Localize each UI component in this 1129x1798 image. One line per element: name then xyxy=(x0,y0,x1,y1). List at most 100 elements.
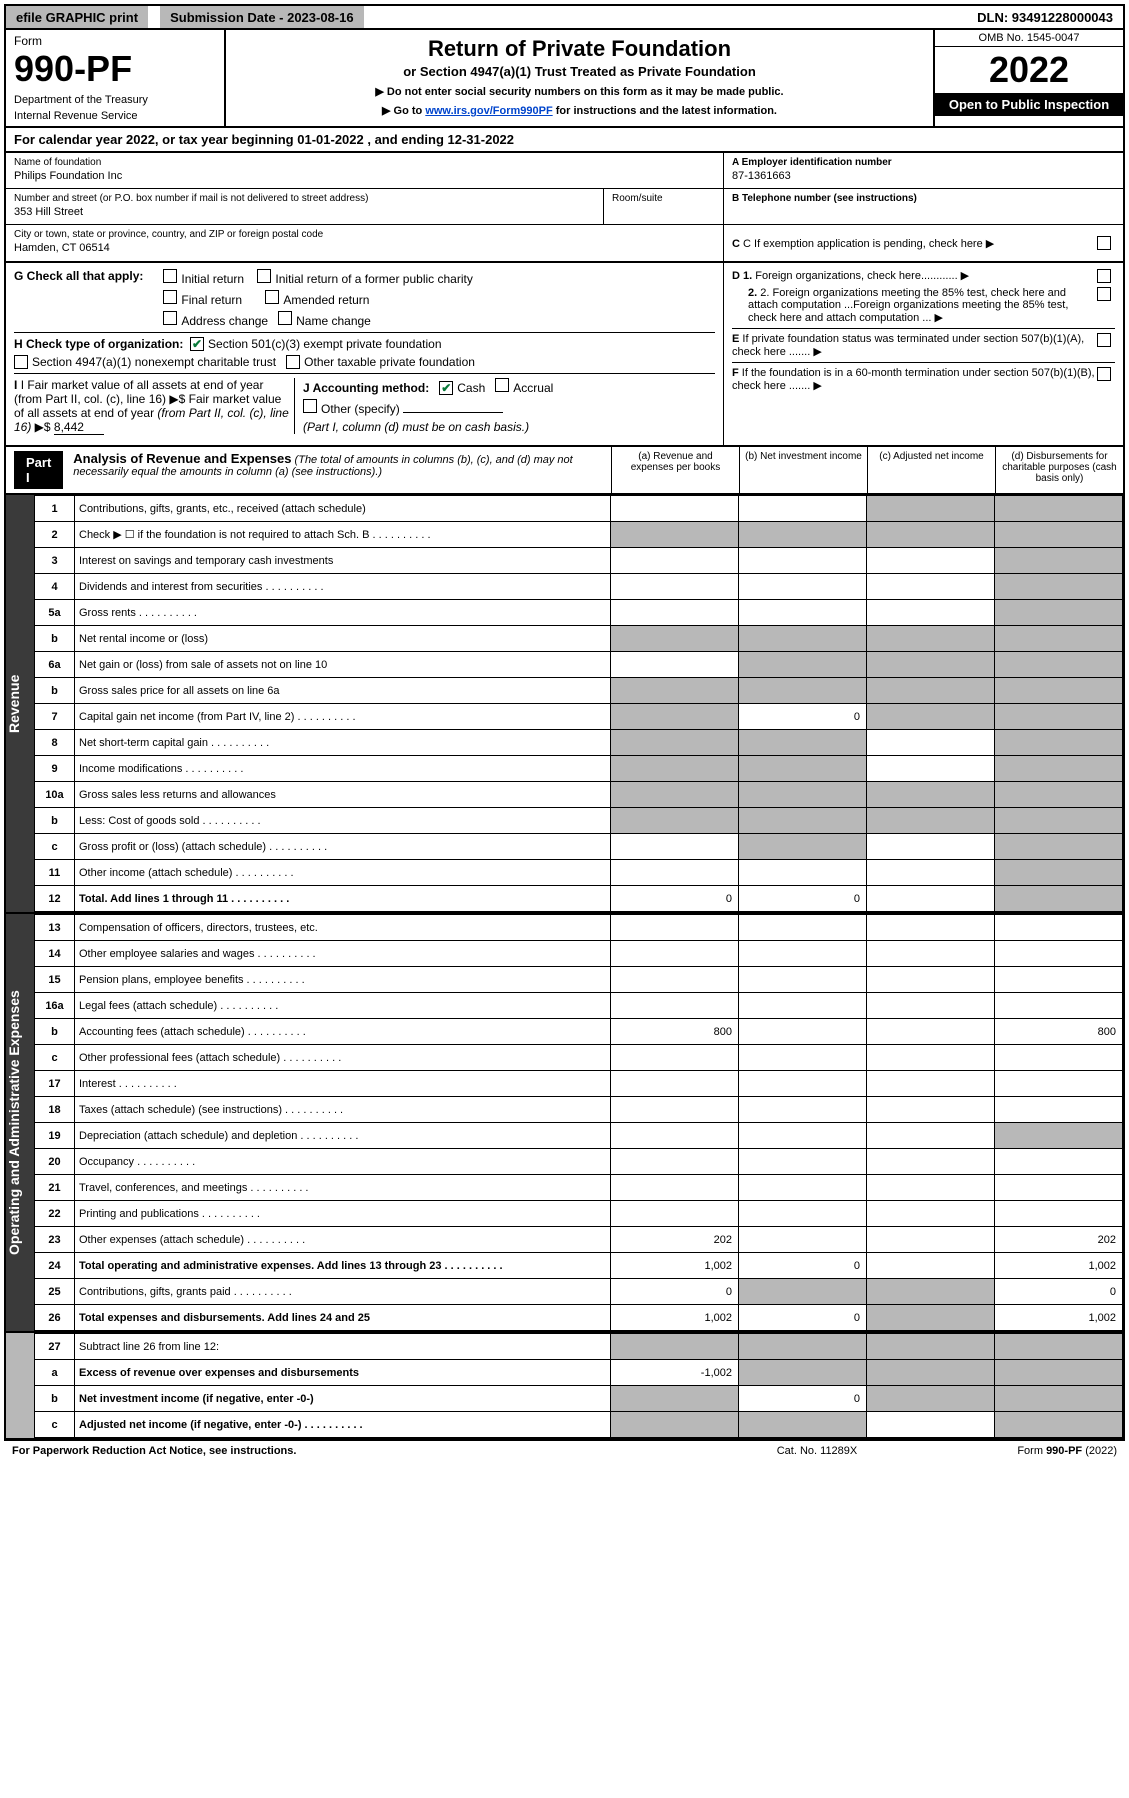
col-c-value xyxy=(867,1149,995,1175)
page-footer: For Paperwork Reduction Act Notice, see … xyxy=(4,1440,1125,1461)
col-c-value xyxy=(867,522,995,548)
col-d-value xyxy=(995,730,1123,756)
col-a-value xyxy=(611,1386,739,1412)
entity-info: Name of foundation Philips Foundation In… xyxy=(4,153,1125,263)
revenue-section: Revenue 1Contributions, gifts, grants, e… xyxy=(4,495,1125,914)
line-number: 25 xyxy=(35,1279,75,1305)
col-b-value xyxy=(739,652,867,678)
col-b-value: 0 xyxy=(739,1386,867,1412)
topbar: efile GRAPHIC print Submission Date - 20… xyxy=(4,4,1125,30)
part1-title: Analysis of Revenue and Expenses xyxy=(73,451,291,466)
line-number: 8 xyxy=(35,730,75,756)
initial-return-checkbox[interactable] xyxy=(163,269,177,283)
line-desc: Accounting fees (attach schedule) xyxy=(75,1019,611,1045)
address-change-checkbox[interactable] xyxy=(163,311,177,325)
foundation-name: Philips Foundation Inc xyxy=(14,170,715,182)
tax-year: 2022 xyxy=(935,47,1123,93)
col-a-value xyxy=(611,756,739,782)
col-a-value xyxy=(611,860,739,886)
col-a-value: 202 xyxy=(611,1227,739,1253)
line-number: 22 xyxy=(35,1201,75,1227)
other-taxable-checkbox[interactable] xyxy=(286,355,300,369)
final-return-checkbox[interactable] xyxy=(163,290,177,304)
line-desc: Occupancy xyxy=(75,1149,611,1175)
revenue-table: 1Contributions, gifts, grants, etc., rec… xyxy=(34,495,1123,912)
line-number: 23 xyxy=(35,1227,75,1253)
col-d-value xyxy=(995,522,1123,548)
col-b-value xyxy=(739,548,867,574)
col-d-value xyxy=(995,1071,1123,1097)
col-c-value xyxy=(867,886,995,912)
4947-checkbox[interactable] xyxy=(14,355,28,369)
room-suite-label: Room/suite xyxy=(603,189,723,224)
col-b-value: 0 xyxy=(739,886,867,912)
accrual-checkbox[interactable] xyxy=(495,378,509,392)
col-d-value: 800 xyxy=(995,1019,1123,1045)
col-a-value xyxy=(611,993,739,1019)
col-d-value xyxy=(995,782,1123,808)
year-begin: 01-01-2022 xyxy=(297,132,364,147)
col-b-value: 0 xyxy=(739,1305,867,1331)
part1-header: Part I Analysis of Revenue and Expenses … xyxy=(4,447,1125,495)
col-d-value xyxy=(995,652,1123,678)
name-change-checkbox[interactable] xyxy=(278,311,292,325)
col-c-value xyxy=(867,941,995,967)
col-b-value xyxy=(739,1360,867,1386)
line-desc: Taxes (attach schedule) (see instruction… xyxy=(75,1097,611,1123)
line-number: 4 xyxy=(35,574,75,600)
line-number: 6a xyxy=(35,652,75,678)
col-b-value xyxy=(739,834,867,860)
col-d-value xyxy=(995,1360,1123,1386)
line-number: 20 xyxy=(35,1149,75,1175)
col-c-value xyxy=(867,1019,995,1045)
col-b-value xyxy=(739,915,867,941)
d1-checkbox[interactable] xyxy=(1097,269,1111,283)
col-a-value xyxy=(611,522,739,548)
other-method-checkbox[interactable] xyxy=(303,399,317,413)
line-number: 17 xyxy=(35,1071,75,1097)
line-number: 24 xyxy=(35,1253,75,1279)
col-c-value xyxy=(867,1123,995,1149)
form-link[interactable]: www.irs.gov/Form990PF xyxy=(425,105,552,117)
form-note1: ▶ Do not enter social security numbers o… xyxy=(236,85,923,98)
f-checkbox[interactable] xyxy=(1097,367,1111,381)
col-d-value xyxy=(995,1334,1123,1360)
col-d-value xyxy=(995,1045,1123,1071)
line-number: b xyxy=(35,626,75,652)
line-desc: Other professional fees (attach schedule… xyxy=(75,1045,611,1071)
col-b-value xyxy=(739,600,867,626)
col-c-value xyxy=(867,834,995,860)
col-d-value: 0 xyxy=(995,1279,1123,1305)
501c3-checkbox[interactable] xyxy=(190,337,204,351)
submission-date: Submission Date - 2023-08-16 xyxy=(160,6,364,28)
cash-checkbox[interactable] xyxy=(439,381,453,395)
col-d-value xyxy=(995,1123,1123,1149)
line-desc: Legal fees (attach schedule) xyxy=(75,993,611,1019)
col-a-value xyxy=(611,1412,739,1438)
d2-checkbox[interactable] xyxy=(1097,287,1111,301)
col-a-value xyxy=(611,834,739,860)
e-checkbox[interactable] xyxy=(1097,333,1111,347)
col-b-value xyxy=(739,1334,867,1360)
col-c-value xyxy=(867,1045,995,1071)
line-desc: Other income (attach schedule) xyxy=(75,860,611,886)
col-a-value xyxy=(611,1149,739,1175)
line-number: 9 xyxy=(35,756,75,782)
dln: DLN: 93491228000043 xyxy=(967,8,1123,27)
col-c-value xyxy=(867,548,995,574)
col-d-value xyxy=(995,1386,1123,1412)
col-d-value: 1,002 xyxy=(995,1305,1123,1331)
col-a-value xyxy=(611,1201,739,1227)
col-a-value xyxy=(611,1123,739,1149)
pending-checkbox[interactable] xyxy=(1097,236,1111,250)
col-c-value xyxy=(867,860,995,886)
line-desc: Printing and publications xyxy=(75,1201,611,1227)
form-subtitle: or Section 4947(a)(1) Trust Treated as P… xyxy=(236,64,923,79)
amended-return-checkbox[interactable] xyxy=(265,290,279,304)
pending-label: C C If exemption application is pending,… xyxy=(732,237,1097,250)
i-j-row: I I Fair market value of all assets at e… xyxy=(14,373,715,435)
initial-former-checkbox[interactable] xyxy=(257,269,271,283)
line-desc: Adjusted net income (if negative, enter … xyxy=(75,1412,611,1438)
col-c-value xyxy=(867,1097,995,1123)
col-d-value xyxy=(995,941,1123,967)
